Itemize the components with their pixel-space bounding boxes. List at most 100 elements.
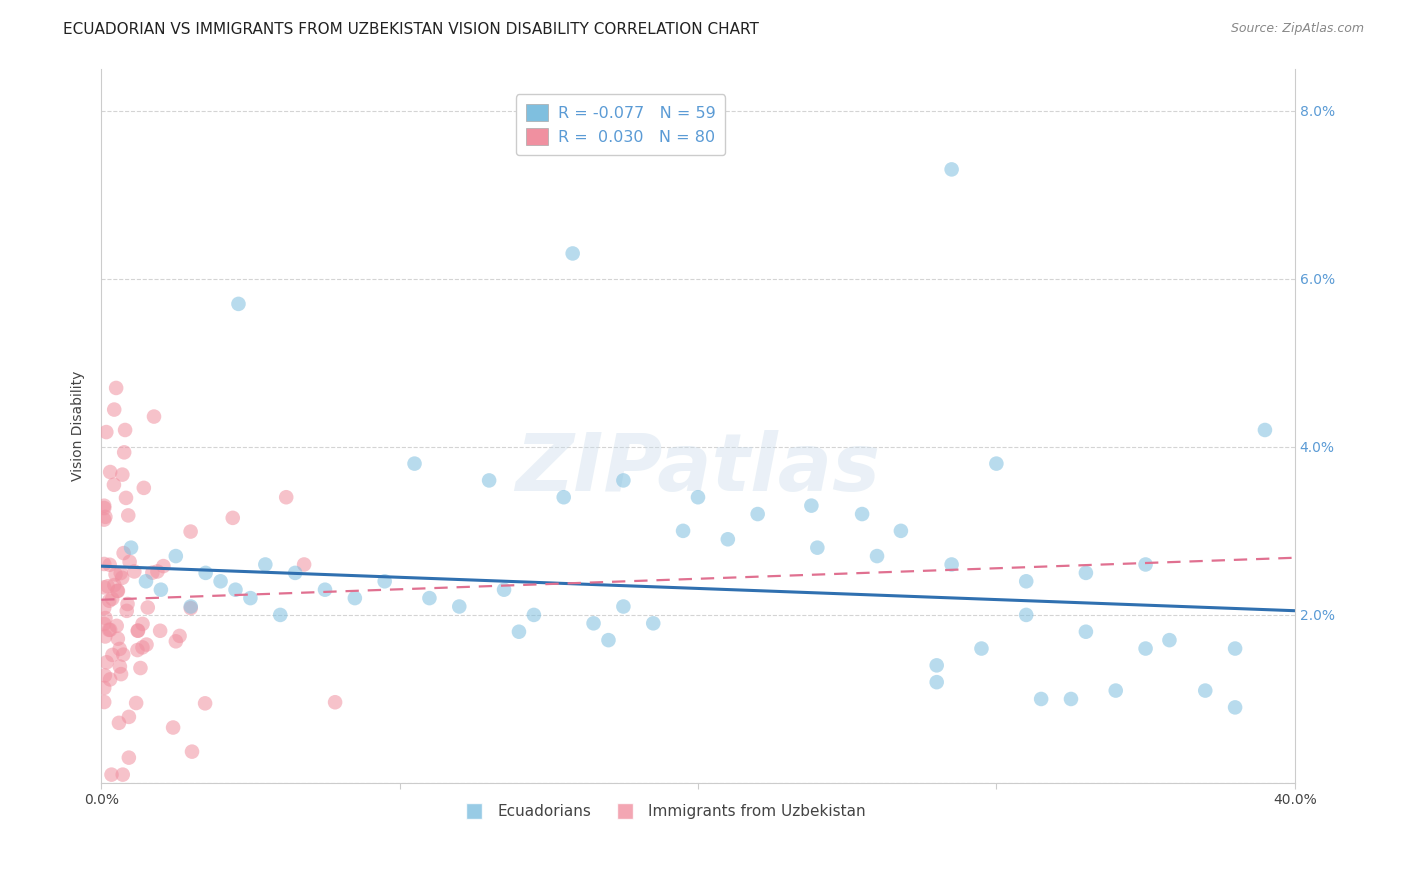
Point xyxy=(1074,624,1097,639)
Point xyxy=(98,465,121,479)
Point xyxy=(149,624,172,638)
Point xyxy=(1015,574,1038,589)
Point xyxy=(1074,566,1097,580)
Point xyxy=(103,402,125,417)
Point xyxy=(1223,700,1246,714)
Point xyxy=(143,409,166,424)
Point xyxy=(194,566,217,580)
Point xyxy=(129,661,152,675)
Point xyxy=(890,524,912,538)
Point xyxy=(800,499,823,513)
Point xyxy=(112,445,135,459)
Point xyxy=(152,559,174,574)
Point xyxy=(105,381,128,395)
Point xyxy=(93,557,115,571)
Point xyxy=(100,767,122,781)
Point xyxy=(110,667,132,681)
Point xyxy=(561,246,583,260)
Point xyxy=(747,507,769,521)
Point xyxy=(93,617,115,632)
Point xyxy=(149,582,172,597)
Point xyxy=(101,648,124,662)
Point xyxy=(97,579,120,593)
Point xyxy=(93,681,115,695)
Point xyxy=(165,634,187,648)
Point xyxy=(107,583,129,598)
Point xyxy=(224,582,246,597)
Point xyxy=(98,673,121,687)
Point xyxy=(181,745,204,759)
Point xyxy=(127,624,149,638)
Point xyxy=(120,541,142,555)
Point xyxy=(115,491,138,505)
Point xyxy=(93,601,115,615)
Point xyxy=(94,611,117,625)
Point xyxy=(111,467,134,482)
Point xyxy=(970,641,993,656)
Point xyxy=(478,474,501,488)
Point xyxy=(94,630,117,644)
Point xyxy=(612,474,634,488)
Point xyxy=(686,490,709,504)
Point xyxy=(418,591,440,606)
Point xyxy=(112,546,135,560)
Point xyxy=(146,565,169,579)
Point xyxy=(111,571,134,585)
Point xyxy=(131,640,153,655)
Point xyxy=(239,591,262,606)
Point xyxy=(162,721,184,735)
Point xyxy=(404,457,426,471)
Point xyxy=(135,574,157,589)
Point xyxy=(1029,692,1052,706)
Point xyxy=(117,508,139,523)
Point xyxy=(118,555,141,569)
Point xyxy=(98,623,121,637)
Point xyxy=(1254,423,1277,437)
Point xyxy=(118,750,141,764)
Point xyxy=(108,715,131,730)
Legend: Ecuadorians, Immigrants from Uzbekistan: Ecuadorians, Immigrants from Uzbekistan xyxy=(453,798,872,825)
Point xyxy=(180,601,202,615)
Point xyxy=(643,616,665,631)
Point xyxy=(103,477,125,491)
Point xyxy=(136,600,159,615)
Point xyxy=(180,599,202,614)
Point xyxy=(222,511,245,525)
Point xyxy=(104,567,127,582)
Point xyxy=(94,509,117,524)
Point xyxy=(107,583,129,598)
Point xyxy=(492,582,515,597)
Point xyxy=(314,582,336,597)
Point xyxy=(523,607,546,622)
Point xyxy=(986,457,1008,471)
Point xyxy=(165,549,187,563)
Point xyxy=(103,578,125,592)
Point xyxy=(1223,641,1246,656)
Text: ECUADORIAN VS IMMIGRANTS FROM UZBEKISTAN VISION DISABILITY CORRELATION CHART: ECUADORIAN VS IMMIGRANTS FROM UZBEKISTAN… xyxy=(63,22,759,37)
Point xyxy=(115,604,138,618)
Point xyxy=(110,566,132,580)
Point xyxy=(1105,683,1128,698)
Point xyxy=(276,490,298,504)
Point xyxy=(1015,607,1038,622)
Point xyxy=(941,558,963,572)
Point xyxy=(269,607,291,622)
Point xyxy=(127,643,149,657)
Point xyxy=(105,619,128,633)
Point xyxy=(1135,558,1157,572)
Point xyxy=(323,695,346,709)
Point xyxy=(806,541,828,555)
Text: ZIPatlas: ZIPatlas xyxy=(516,430,880,508)
Point xyxy=(131,616,153,631)
Point xyxy=(1159,633,1181,648)
Y-axis label: Vision Disability: Vision Disability xyxy=(72,370,86,481)
Point xyxy=(169,629,191,643)
Point xyxy=(209,574,232,589)
Point xyxy=(98,623,121,637)
Point xyxy=(612,599,634,614)
Text: Source: ZipAtlas.com: Source: ZipAtlas.com xyxy=(1230,22,1364,36)
Point xyxy=(124,565,146,579)
Point xyxy=(851,507,873,521)
Point xyxy=(107,632,129,646)
Point xyxy=(94,668,117,682)
